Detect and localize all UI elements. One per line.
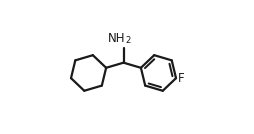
Text: F: F — [178, 72, 185, 85]
Text: NH: NH — [108, 32, 125, 45]
Text: 2: 2 — [125, 36, 131, 45]
